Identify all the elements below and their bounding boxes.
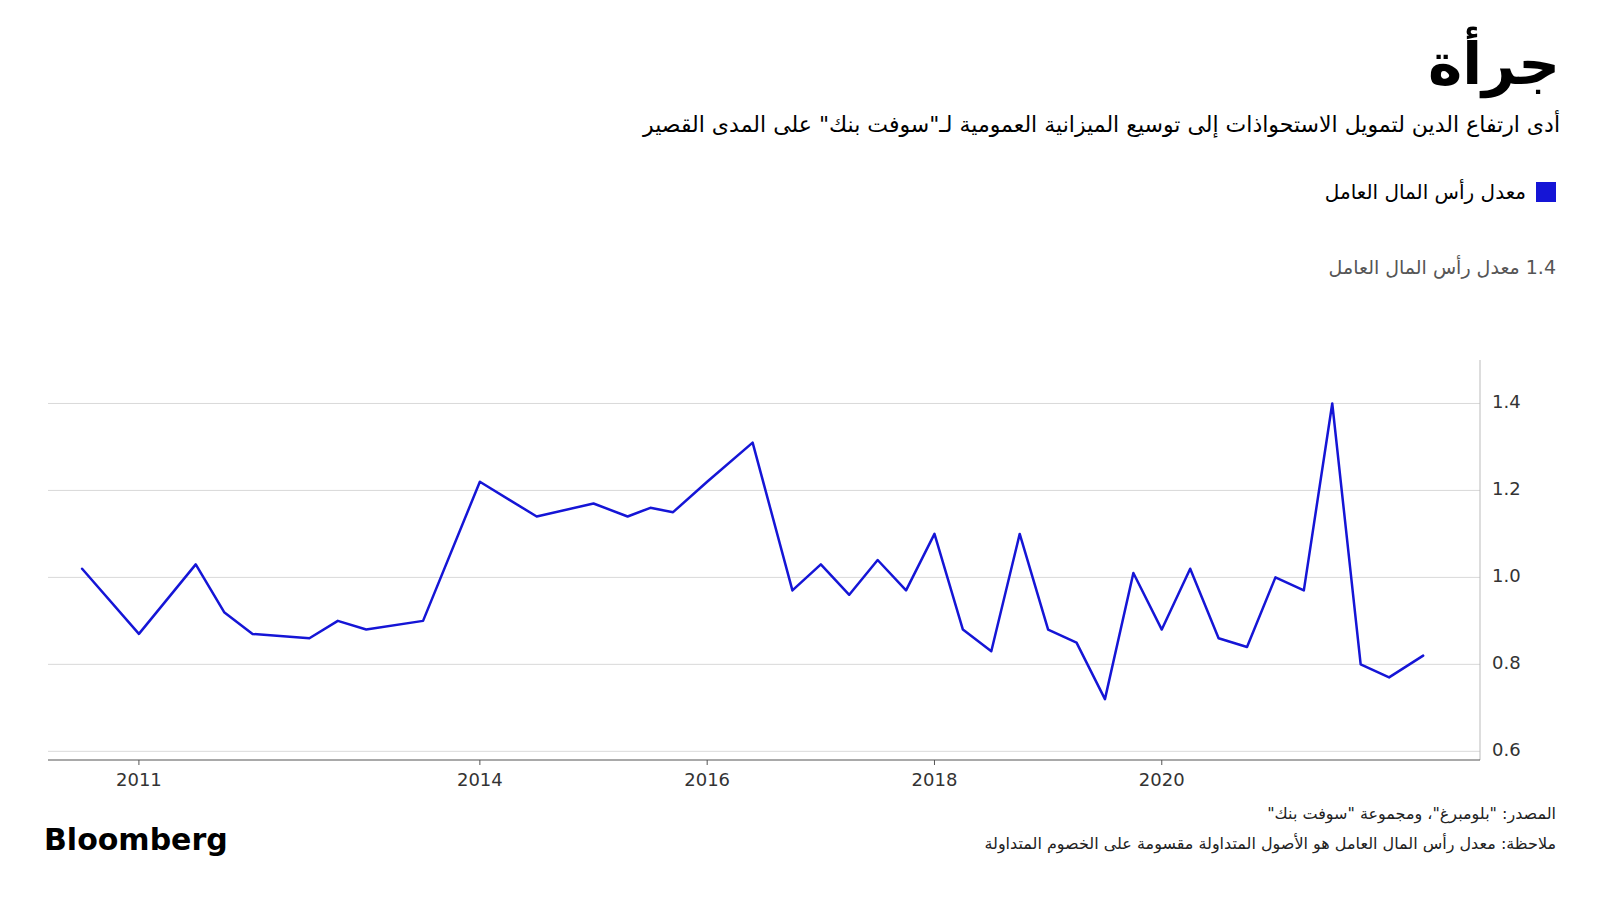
x-tick [138,760,139,765]
x-tick [707,760,708,765]
grid-line [48,664,1480,665]
x-tick-label: 2014 [457,769,503,790]
grid-line [48,577,1480,578]
legend-label: معدل رأس المال العامل [1325,180,1526,204]
legend: معدل رأس المال العامل [1325,180,1556,204]
credit: Bloomberg [44,822,228,857]
y-tick-label: 0.6 [1492,739,1521,760]
subtitle: أدى ارتفاع الدين لتمويل الاستحواذات إلى … [643,112,1560,137]
y-tick-label: 1.0 [1492,565,1521,586]
x-tick [1161,760,1162,765]
x-tick-label: 2020 [1139,769,1185,790]
y-axis-label: 1.4 معدل رأس المال العامل [1329,256,1556,278]
y-tick-label: 0.8 [1492,652,1521,673]
data-line [82,403,1423,699]
y-axis-line [1480,360,1481,760]
x-tick-label: 2016 [684,769,730,790]
source: المصدر: "بلومبرغ"، ومجموعة "سوفت بنك" [1267,804,1556,823]
x-axis-line [48,759,1480,760]
x-tick [479,760,480,765]
grid-line [48,490,1480,491]
plot-area [82,403,1423,699]
x-tick-label: 2011 [116,769,162,790]
title: جرأة [1428,30,1560,98]
y-tick-label: 1.4 [1492,391,1521,412]
legend-item: معدل رأس المال العامل [1325,180,1556,204]
x-tick [934,760,935,765]
legend-swatch [1536,182,1556,202]
grid [48,403,1480,751]
grid-line [48,751,1480,752]
x-tick-label: 2018 [912,769,958,790]
grid-line [48,403,1480,404]
note: ملاحظة: معدل رأس المال العامل هو الأصول … [984,834,1556,853]
y-tick-label: 1.2 [1492,478,1521,499]
